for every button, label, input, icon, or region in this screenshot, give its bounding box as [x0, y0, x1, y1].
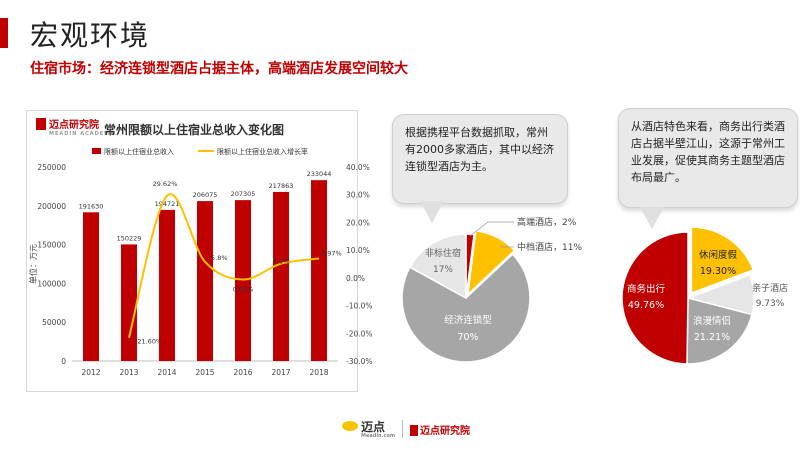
- bar-value-label: 150229: [117, 234, 142, 242]
- bar-value-label: 207305: [231, 190, 256, 198]
- footer-research-logo: 迈点研究院: [410, 422, 470, 437]
- footer-logo: 迈点 Meadin.com: [342, 418, 395, 439]
- page-title: 宏观环境: [30, 19, 151, 52]
- bar-value-label: 194721: [155, 200, 180, 208]
- footer-logo-text: 迈点: [361, 420, 386, 434]
- title-accent-bar: [0, 18, 8, 48]
- bar-value-label: 191630: [79, 202, 104, 210]
- legend-bar-label: 限额以上住宿业总收入: [104, 147, 174, 156]
- y2-tick-label: 10.0%: [346, 246, 370, 255]
- x-tick-label: 2012: [81, 368, 100, 377]
- legend-bar-swatch: [92, 148, 101, 154]
- growth-value-label: 29.62%: [153, 180, 178, 188]
- x-tick-label: 2015: [195, 368, 214, 377]
- x-tick-label: 2017: [271, 368, 290, 377]
- y2-tick-label: 40.0%: [346, 163, 370, 172]
- growth-value-label: 0.60%: [233, 286, 254, 294]
- x-tick-label: 2016: [233, 368, 252, 377]
- pie-pct-leisure: 19.30%: [700, 266, 736, 277]
- y-tick-label: 0: [61, 357, 66, 366]
- growth-value-label: 5.1%: [273, 258, 290, 266]
- y-tick-label: 200000: [37, 202, 66, 211]
- growth-value-label: -21.60%: [135, 338, 162, 346]
- research-logo-sub: MEADIN ACADEMY: [49, 131, 115, 137]
- y2-tick-label: -10.0%: [346, 302, 373, 311]
- pie-pct-economy: 70%: [457, 332, 478, 343]
- page-subtitle: 住宿市场：经济连锁型酒店占据主体，高端酒店发展空间较大: [30, 61, 408, 77]
- pie-pct-family: 9.73%: [756, 299, 785, 309]
- y2-tick-label: 30.0%: [346, 191, 370, 200]
- research-logo: 迈点研究院 MEADIN ACADEMY: [36, 116, 115, 137]
- bar: [235, 200, 251, 361]
- y2-tick-label: -30.0%: [346, 357, 373, 366]
- bar: [273, 191, 289, 361]
- y2-tick-label: 20.0%: [346, 218, 370, 227]
- pie-slice: [621, 231, 689, 365]
- pie-label-midscale: 中档酒店，11%: [517, 241, 582, 253]
- pie-leader-line: [469, 221, 514, 237]
- platform-callout-tail: [420, 201, 444, 223]
- bar-value-label: 233044: [307, 170, 332, 178]
- pie-label-non-standard: 非标住宿: [425, 247, 461, 259]
- x-tick-label: 2014: [157, 368, 176, 377]
- growth-value-label: 6.97%: [321, 250, 342, 258]
- pie-pct-non-standard: 17%: [433, 265, 453, 275]
- x-tick-label: 2018: [309, 368, 328, 377]
- theme-callout-tail: [640, 207, 664, 229]
- y2-tick-label: -20.0%: [346, 329, 373, 338]
- growth-value-label: 5.8%: [211, 254, 228, 262]
- pie-label-economy: 经济连锁型: [444, 314, 492, 326]
- growth-line: [128, 193, 320, 338]
- pie-slice: [408, 233, 467, 300]
- bar: [159, 209, 175, 361]
- x-tick-label: 2013: [119, 368, 138, 377]
- platform-callout: 根据携程平台数据抓取，常州有2000多家酒店，其中以经济连锁型酒店为主。: [392, 114, 568, 204]
- pie-pct-romantic: 21.21%: [694, 332, 730, 343]
- footer-research-logo-text: 迈点研究院: [420, 426, 470, 437]
- y-tick-label: 100000: [37, 279, 66, 288]
- pie-slice: [686, 297, 753, 365]
- pie-label-business: 商务出行: [627, 283, 666, 295]
- pie-slice: [690, 226, 755, 295]
- pie-label-family: 亲子酒店: [752, 282, 788, 294]
- pie-label-high-end: 高端酒店，2%: [517, 216, 577, 228]
- pie-label-romantic: 浪漫情侣: [693, 315, 731, 327]
- pie-label-leisure: 休闲度假: [699, 249, 738, 261]
- revenue-chart-title: 常州限额以上住宿业总收入变化图: [104, 123, 285, 137]
- bar-value-label: 206075: [193, 191, 218, 199]
- pie-pct-business: 49.76%: [628, 300, 664, 311]
- bar-value-label: 217863: [269, 182, 294, 190]
- lighthouse-icon: [36, 118, 46, 130]
- y-axis-label: 单位：万元: [28, 244, 38, 284]
- research-logo-text: 迈点研究院: [49, 120, 99, 131]
- y2-tick-label: 0.0%: [346, 274, 365, 283]
- y-tick-label: 150000: [37, 241, 66, 250]
- bar: [83, 212, 99, 361]
- bar: [121, 244, 137, 361]
- y-tick-label: 250000: [37, 163, 66, 172]
- footer-divider: [402, 420, 403, 438]
- legend-line-label: 限额以上住宿业总收入增长率: [217, 147, 308, 156]
- revenue-chart-panel: [26, 110, 358, 392]
- bar: [197, 201, 213, 361]
- lighthouse-icon: [410, 425, 418, 436]
- footer-url: Meadin.com: [361, 433, 396, 439]
- eye-logo-icon: [342, 421, 358, 431]
- bar: [311, 180, 327, 361]
- theme-callout: 从酒店特色来看，商务出行类酒店占据半壁江山，这源于常州工业发展，促使其商务主题型…: [618, 108, 798, 208]
- y-tick-label: 50000: [42, 318, 66, 327]
